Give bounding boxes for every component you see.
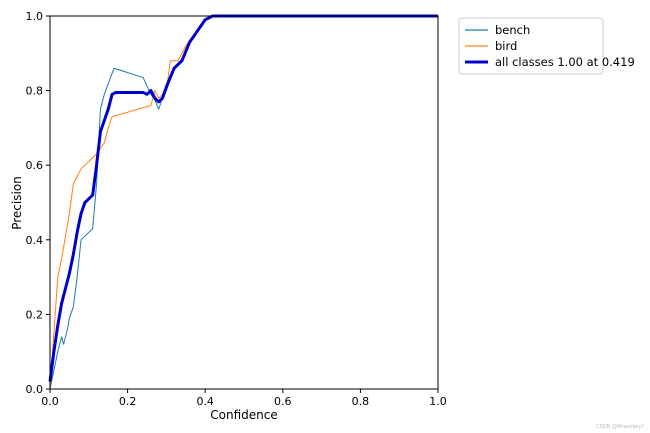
y-tick-label: 0.2 (26, 308, 44, 321)
legend-label-2: all classes 1.00 at 0.419 (495, 55, 635, 69)
legend: bench bird all classes 1.00 at 0.419 (458, 17, 635, 75)
watermark: CSDN @Mrworkey? (596, 424, 644, 430)
series-line-1 (49, 15, 438, 390)
y-tick-label: 1.0 (26, 10, 44, 23)
x-tick-label: 1.0 (429, 395, 447, 408)
series-line-0 (49, 15, 438, 390)
x-tick-label: 0.2 (119, 395, 137, 408)
x-tick-label: 0.0 (41, 395, 59, 408)
x-axis-ticks: 0.0 0.2 0.4 0.6 0.8 1.0 (41, 389, 447, 408)
x-tick-label: 0.8 (352, 395, 370, 408)
y-tick-label: 0.4 (26, 234, 44, 247)
y-tick-label: 0.8 (26, 85, 44, 98)
series-line-2 (48, 14, 438, 382)
y-axis-title: Precision (10, 176, 24, 230)
plot-lines (48, 14, 438, 390)
legend-label-0: bench (495, 23, 530, 37)
x-axis-title: Confidence (210, 408, 277, 422)
legend-frame (458, 17, 604, 75)
y-tick-label: 0.0 (26, 383, 44, 396)
x-tick-label: 0.4 (196, 395, 214, 408)
plot-frame (49, 15, 439, 390)
legend-label-1: bird (495, 39, 517, 53)
x-tick-label: 0.6 (274, 395, 292, 408)
y-tick-label: 0.6 (26, 159, 44, 172)
y-axis-ticks: 0.0 0.2 0.4 0.6 0.8 1.0 (26, 10, 50, 396)
